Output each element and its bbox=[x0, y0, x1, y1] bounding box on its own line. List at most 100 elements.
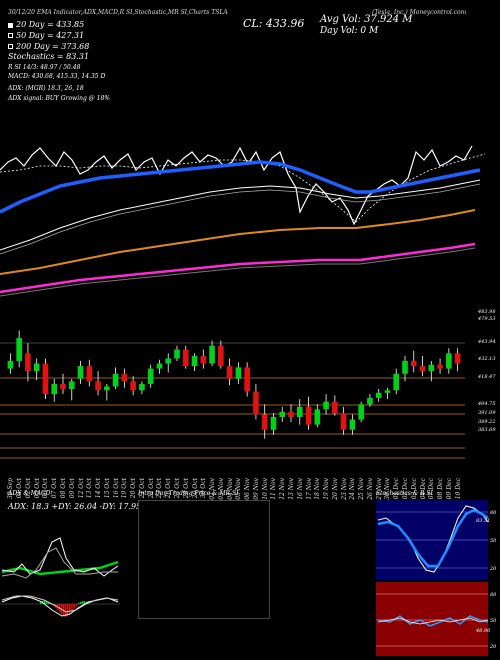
date-tick-label: 16 Oct bbox=[112, 478, 120, 499]
candle-body bbox=[33, 363, 40, 372]
date-tick-label: 07 Oct bbox=[51, 478, 59, 499]
candle-body bbox=[288, 411, 294, 417]
chart-header-line: 30/12/20 EMA Indicator,ADX,MACD,R SI,Sto… bbox=[8, 9, 228, 16]
rsi-level-80: 80 bbox=[490, 592, 496, 598]
macd-bar bbox=[81, 601, 84, 604]
candle-body bbox=[419, 366, 426, 372]
date-tick-label: 20 Oct bbox=[130, 478, 138, 499]
date-tick-label: 18 Nov bbox=[314, 478, 322, 500]
chart-source-label: (Tesla, Inc.) Moneycontrol.com bbox=[372, 9, 467, 16]
stoch-level-50: 50 bbox=[490, 538, 496, 544]
candle-body bbox=[112, 373, 119, 387]
candle-body bbox=[270, 417, 277, 430]
price-line-white bbox=[0, 145, 473, 226]
candle-body bbox=[244, 367, 250, 392]
date-tick-label: 12 Oct bbox=[77, 478, 85, 499]
candle-body bbox=[95, 381, 101, 391]
date-tick-label: 08 Dec bbox=[437, 478, 445, 500]
candle-body bbox=[25, 353, 31, 372]
price-level-label: 418.47 bbox=[477, 374, 496, 380]
intra-panel-title: Intra Day Trading Price & MR SI bbox=[138, 490, 239, 497]
date-tick-label: 09 Dec bbox=[445, 478, 453, 500]
adx-values-label: ADX: (MGR) 18.3, 26, 18 bbox=[8, 85, 84, 92]
candle-body bbox=[60, 383, 66, 389]
candle-body bbox=[410, 361, 417, 367]
candle-body bbox=[182, 349, 189, 367]
candle-body bbox=[77, 366, 84, 379]
candle-body bbox=[139, 383, 145, 391]
date-tick-label: 16 Nov bbox=[296, 478, 304, 500]
macd-bar bbox=[47, 602, 49, 604]
candle-body bbox=[332, 401, 338, 414]
candle-body bbox=[375, 392, 382, 398]
date-tick-label: 13 Nov bbox=[288, 478, 295, 500]
date-tick-label: 19 Oct bbox=[121, 478, 129, 499]
date-tick-label: 23 Nov bbox=[340, 478, 348, 500]
date-tick-label: 24 Nov bbox=[349, 478, 357, 500]
price-level-label: 389.22 bbox=[478, 419, 496, 425]
ema200-label: 200 Day = 373.68 bbox=[16, 42, 90, 51]
candle-body bbox=[200, 355, 207, 364]
ema-grey-line bbox=[0, 247, 476, 297]
candle-body bbox=[323, 401, 329, 410]
date-tick-label: 26 Nov bbox=[366, 478, 374, 500]
stoch-panel-title: Stochastics & R SI bbox=[376, 490, 433, 497]
price-level-label: 443.94 bbox=[477, 339, 496, 345]
date-tick-label: 13 Oct bbox=[86, 478, 94, 499]
candles bbox=[7, 330, 461, 439]
adx-panel-values: ADX: 18.3 +DY: 26.04 -DY: 17.95 bbox=[8, 502, 142, 511]
adx-panel-chart bbox=[0, 512, 120, 617]
adx-panel-title: ADX & MACD bbox=[8, 490, 51, 497]
ema20-line bbox=[0, 160, 481, 214]
stoch-panel-chart: 80 50 20 83.31 80 50 20 48.96 bbox=[376, 500, 496, 656]
candle-body bbox=[68, 381, 75, 389]
macd-bar bbox=[40, 602, 42, 604]
macd-bar bbox=[70, 604, 72, 612]
avg-volume-label: Avg Vol: 37.924 M bbox=[320, 14, 413, 25]
candle-body bbox=[7, 361, 14, 369]
date-tick-label: 14 Oct bbox=[95, 478, 103, 499]
candle-body bbox=[367, 397, 373, 405]
adx-signal-label: ADX signal: BUY Growing @ 18% bbox=[8, 95, 110, 102]
candle-body bbox=[305, 406, 312, 425]
price-line-dotted bbox=[0, 153, 486, 223]
rsi-level-50: 50 bbox=[490, 618, 496, 624]
date-tick-label: 09 Nov bbox=[252, 478, 260, 500]
price-level-label: 479.53 bbox=[477, 316, 496, 322]
candle-body bbox=[384, 390, 391, 393]
candle-body bbox=[174, 349, 180, 359]
adx-line-grey bbox=[1, 547, 118, 579]
rsi-level-20: 20 bbox=[489, 644, 496, 650]
candle-body bbox=[147, 368, 154, 384]
close-price-label: CL: 433.96 bbox=[243, 17, 305, 30]
candle-body bbox=[253, 391, 259, 415]
ema50-line-outer bbox=[0, 179, 481, 251]
stoch-level-80: 80 bbox=[490, 510, 496, 516]
candle-body bbox=[235, 367, 242, 379]
rsi-tag: 48.96 bbox=[475, 628, 491, 634]
candle-body bbox=[130, 381, 136, 391]
rsi-background bbox=[376, 582, 488, 656]
stoch-d-line bbox=[377, 508, 489, 568]
stoch-tag: 83.31 bbox=[476, 518, 490, 524]
candle-body bbox=[261, 414, 268, 430]
macd-bar bbox=[83, 601, 86, 604]
date-tick-label: 19 Nov bbox=[323, 478, 331, 500]
candle-body bbox=[446, 353, 452, 369]
macd-bar bbox=[74, 604, 76, 608]
ema20-swatch bbox=[8, 23, 13, 28]
macd-bar bbox=[79, 602, 82, 604]
date-tick-label: 11 Nov bbox=[270, 478, 278, 500]
candle-body bbox=[121, 373, 128, 382]
date-tick-label: 20 Nov bbox=[331, 478, 339, 500]
candle-body bbox=[42, 363, 49, 395]
ema200-swatch bbox=[8, 44, 13, 49]
macd-bar bbox=[68, 604, 70, 614]
day-volume-label: Day Vol: 0 M bbox=[320, 26, 379, 36]
rsi-values-label: R SI 14/3: 48.97 / 50.48 bbox=[8, 64, 81, 71]
date-tick-label: 06 Nov bbox=[244, 478, 252, 500]
date-tick-label: 10 Nov bbox=[261, 478, 269, 500]
date-tick-label: 08 Oct bbox=[60, 478, 67, 499]
candle-body bbox=[314, 409, 321, 425]
